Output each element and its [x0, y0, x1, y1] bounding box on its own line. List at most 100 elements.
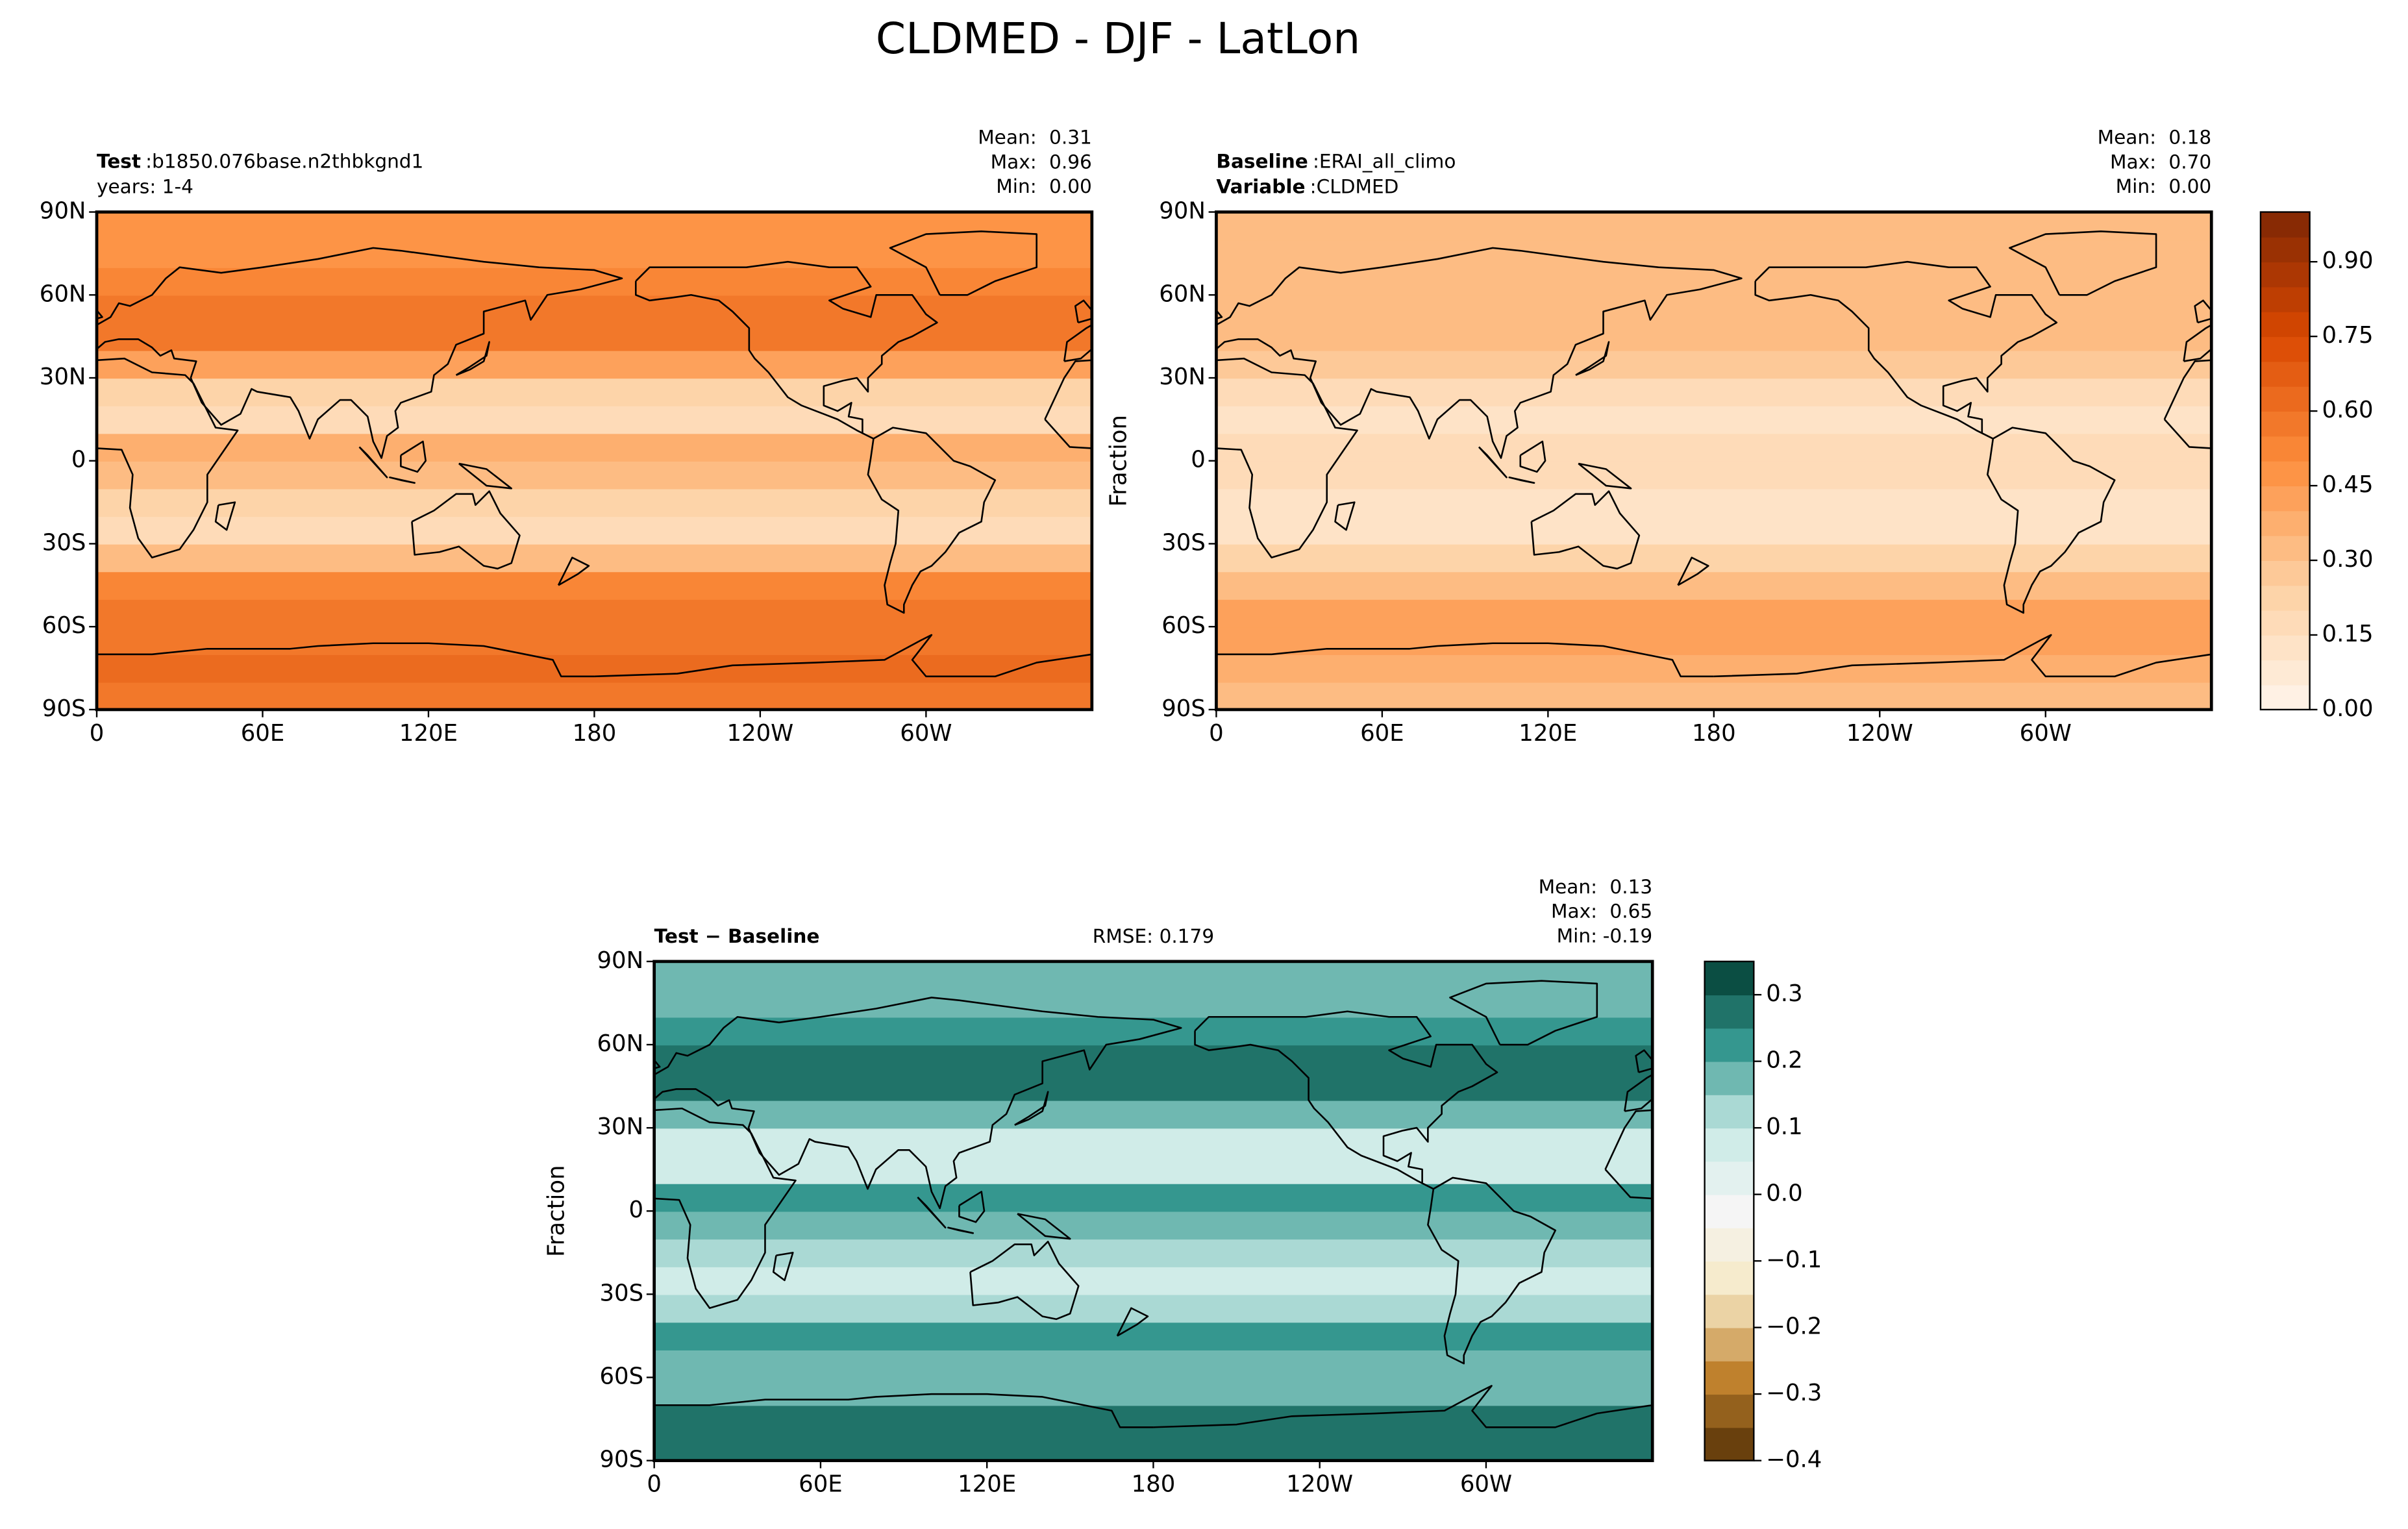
field-band	[97, 350, 1092, 379]
field-band	[654, 1405, 1653, 1434]
coastline	[1677, 556, 1709, 586]
colorbar-tick-label: 0.3	[1766, 980, 1802, 1007]
x-tick-label: 0	[90, 720, 105, 747]
field-band	[1216, 571, 2212, 600]
coastline	[2016, 1214, 2068, 1239]
stat-name: Min:	[996, 175, 1036, 197]
colorbar: 0.3 0.2 0.1 0.0 −0.1 −0.2 −0.3 −0.4	[1704, 960, 1822, 1473]
field-band	[654, 989, 1653, 1018]
y-tick-label: 60S	[1161, 612, 1206, 639]
coastline	[1519, 440, 1546, 473]
colorbar-band	[2260, 411, 2310, 437]
field-band	[1216, 433, 2212, 462]
coastline	[97, 247, 623, 459]
field-band	[97, 267, 1092, 296]
coastline	[2115, 1308, 2146, 1336]
coastline	[969, 1241, 1080, 1321]
field-band	[654, 1017, 1653, 1046]
colorbar-tick-label: 0.45	[2322, 471, 2374, 498]
stat-name: Min:	[2116, 175, 2156, 197]
y-tick-label: 30S	[599, 1280, 643, 1306]
colorbar-band	[1704, 1161, 1754, 1195]
map-panel: 0 60E 120E 180 120W 60W 90N 60N 30N 0 30S 60S 90S Tes…	[40, 126, 1094, 747]
x-tick-label: 180	[1132, 1471, 1176, 1497]
colorbar-band	[1704, 1194, 1754, 1228]
coastline	[1017, 1213, 1071, 1240]
field-band	[1216, 267, 2212, 296]
colorbar-band	[2260, 460, 2310, 487]
colorbar-band	[1704, 1028, 1754, 1062]
colorbar-band	[1704, 1128, 1754, 1162]
field-band	[97, 599, 1092, 628]
header-line: Variable:CLDMED	[1216, 175, 1398, 197]
coastline	[1427, 1176, 1557, 1365]
x-tick-label: 120E	[399, 720, 458, 747]
colorbar-band	[1704, 1294, 1754, 1328]
colorbar-band	[2260, 311, 2310, 338]
y-tick-label: 60S	[42, 612, 86, 639]
colorbar-tick-label: 0.1	[1766, 1113, 1802, 1140]
stat-value: 0.65	[1609, 901, 1652, 923]
colorbar-band	[2260, 336, 2310, 362]
field-band	[1216, 654, 2212, 683]
field-band	[654, 1100, 1653, 1129]
coastline	[458, 462, 512, 490]
field-band	[654, 1044, 1653, 1073]
figure-title: CLDMED - DJF - LatLon	[876, 14, 1360, 64]
field-band	[97, 322, 1092, 351]
y-axis-label: Fraction	[1105, 415, 1132, 507]
field-band	[654, 1294, 1653, 1323]
coastline	[358, 446, 388, 479]
colorbar-band	[1704, 1360, 1754, 1395]
coastline	[197, 1012, 499, 1189]
colorbar-tick-label: 0.15	[2322, 621, 2374, 647]
field-band	[654, 1349, 1653, 1378]
y-tick-label: 0	[629, 1197, 644, 1223]
field-band	[97, 543, 1092, 573]
coastline	[1968, 1241, 2077, 1319]
colorbar-band	[2260, 361, 2310, 387]
x-tick-label: 60E	[1360, 720, 1404, 747]
coastline	[1987, 427, 2116, 614]
coastline	[1478, 446, 1508, 479]
coastline	[214, 501, 236, 531]
colorbar-band	[1704, 1061, 1754, 1095]
colorbar-band	[1704, 1427, 1754, 1461]
coastline	[1153, 1385, 1653, 1428]
stat-name: Max:	[2110, 151, 2156, 173]
coastline	[634, 260, 938, 440]
colorbar-band	[2260, 236, 2310, 263]
field-band	[654, 961, 1653, 990]
colorbar-tick-label: 0.60	[2322, 397, 2374, 423]
colorbar-band	[1704, 961, 1754, 996]
coastline	[958, 1191, 986, 1223]
x-tick-label: 180	[573, 720, 617, 747]
y-tick-label: 30N	[1159, 364, 1206, 390]
header-line: Test − Baseline	[654, 925, 820, 947]
y-tick-label: 90N	[1159, 198, 1206, 225]
colorbar-tick-label: −0.1	[1766, 1247, 1822, 1273]
colorbar-frame	[2259, 211, 2311, 711]
colorbar-band	[1704, 1394, 1754, 1428]
field-band	[97, 571, 1092, 600]
coastline	[97, 642, 595, 678]
coastline	[1916, 1197, 1944, 1228]
field-band	[654, 1238, 1653, 1267]
colorbar-tick-label: 0.90	[2322, 247, 2374, 274]
colorbar-band	[1704, 1227, 1754, 1262]
colorbar-band	[2260, 262, 2310, 288]
colorbar-band	[2260, 634, 2310, 661]
colorbar-band	[2260, 585, 2310, 611]
x-tick-label: 120W	[726, 720, 793, 747]
colorbar-tick-label: 0.2	[1766, 1047, 1802, 1074]
coastline	[2330, 503, 2350, 530]
coastline	[452, 981, 599, 1045]
coastline	[389, 476, 416, 484]
stat-name: Mean:	[978, 126, 1036, 148]
y-tick-label: 90S	[42, 695, 86, 722]
y-tick-label: 30S	[1161, 529, 1206, 556]
stat-name: Max:	[991, 151, 1037, 173]
colorbar-tick-label: −0.4	[1766, 1447, 1822, 1473]
rmse: RMSE: 0.179	[1093, 925, 1214, 947]
